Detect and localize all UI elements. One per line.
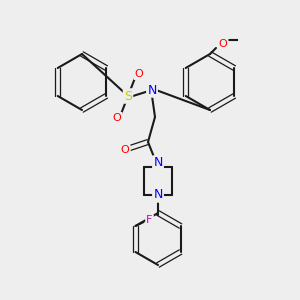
Text: N: N xyxy=(147,83,157,97)
Text: O: O xyxy=(219,39,227,49)
Text: F: F xyxy=(146,215,153,225)
Text: S: S xyxy=(124,89,132,103)
Text: O: O xyxy=(135,69,143,79)
Text: O: O xyxy=(112,113,122,123)
Text: N: N xyxy=(153,188,163,202)
Text: O: O xyxy=(121,145,129,155)
Text: N: N xyxy=(153,157,163,169)
